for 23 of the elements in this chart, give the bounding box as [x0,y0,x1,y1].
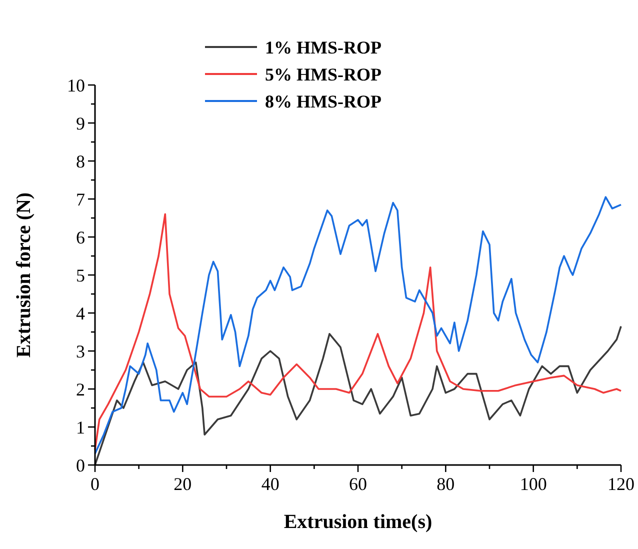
y-tick-label: 6 [76,227,85,248]
y-tick-label: 5 [76,265,85,286]
y-axis-title: Extrusion force (N) [13,192,35,358]
y-tick-label: 8 [76,151,85,172]
y-tick-label: 9 [76,113,85,134]
legend-label: 1% HMS-ROP [265,37,382,58]
legend-label: 5% HMS-ROP [265,64,382,84]
x-axis-title: Extrusion time(s) [284,511,432,533]
y-tick-label: 4 [76,303,85,324]
y-tick-label: 0 [76,455,85,476]
x-tick-label: 80 [436,474,455,494]
y-tick-label: 1 [76,417,85,438]
legend-label: 8% HMS-ROP [265,91,382,112]
y-tick-label: 7 [76,189,85,210]
x-tick-label: 20 [174,474,192,494]
x-tick-label: 100 [520,474,547,494]
x-tick-label: 120 [608,474,634,494]
y-tick-label: 10 [67,75,85,96]
x-tick-label: 60 [349,474,367,494]
y-tick-label: 2 [76,379,85,400]
x-tick-label: 40 [261,474,280,494]
y-tick-label: 3 [76,341,85,362]
x-tick-label: 0 [90,474,100,494]
